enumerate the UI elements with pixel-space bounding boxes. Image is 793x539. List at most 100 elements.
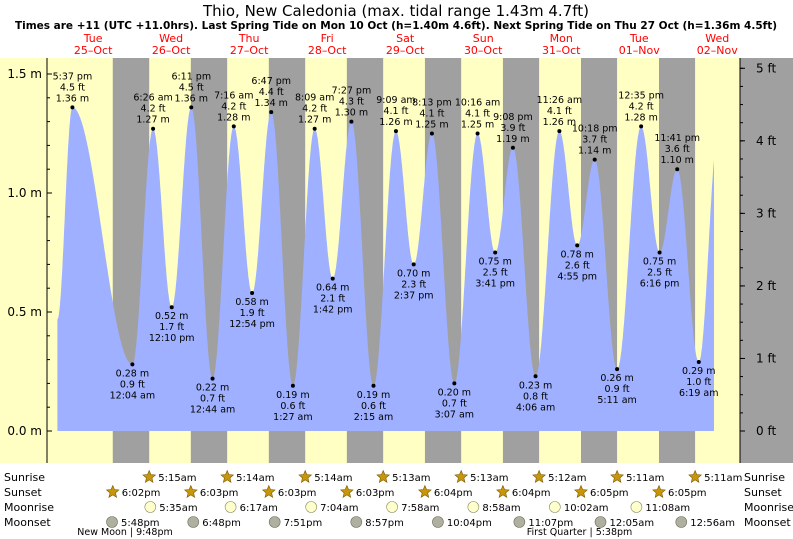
sunrise-time: 5:13am [392,473,430,484]
tide-point [452,381,457,386]
left-tick-label: 0.0 m [7,424,42,438]
sunset-star-icon [496,484,510,498]
sunset-star-icon [261,484,276,498]
tide-point [639,124,644,129]
sunset-time: 6:04pm [512,488,551,499]
tide-time: 12:54 pm [229,319,275,330]
tide-point [411,262,416,267]
sunrise-time: 5:15am [158,473,196,484]
moonset-icon [350,516,363,528]
sunset-row-label: Sunset [4,486,42,499]
tide-feet: 3.6 ft [665,144,690,155]
tide-point [151,126,156,131]
day-name: Thu [238,32,260,45]
sunset-time: 6:04pm [434,488,473,499]
tide-point [510,145,515,150]
tide-feet: 4.1 ft [547,106,572,117]
tide-meters: 1.14 m [578,146,611,157]
day-name: Wed [159,32,183,45]
right-tick-label: 0 ft [756,424,776,438]
tide-feet: 1.0 ft [686,377,711,388]
moonset-icon [594,516,607,528]
moonrise-time: 11:08am [645,503,690,514]
tide-feet: 0.9 ft [605,384,630,395]
tide-time: 7:16 am [214,90,253,101]
tide-point [330,276,335,281]
tide-time: 1:27 am [273,412,312,423]
tide-time: 12:10 pm [149,333,195,344]
moonrise-icon [144,501,157,513]
tide-meters: 0.75 m [478,257,511,268]
day-name: Mon [550,32,573,45]
sun-moon-rows: Sunrise Sunrise 5:15am 5:14am 5:14am 5:13am 5:… [4,469,793,538]
moonrise-time: 7:58am [401,503,439,514]
tide-feet: 0.7 ft [442,398,467,409]
tide-feet: 0.9 ft [120,379,145,390]
sunset-star-icon [652,484,666,498]
moonrise-time: 7:04am [320,503,358,514]
chart-subtitle: Times are +11 (UTC +11.0hrs). Last Sprin… [15,20,777,32]
tide-meters: 1.28 m [624,112,657,123]
tide-meters: 0.28 m [116,368,149,379]
tide-feet: 0.7 ft [200,394,225,405]
sunrise-star-icon [376,469,391,483]
tide-time: 11:26 am [537,95,582,106]
sunrise-star-icon [142,469,157,483]
sunrise-time: 5:11am [704,473,742,484]
tide-meters: 1.30 m [335,108,368,119]
moonset-icon [432,516,444,528]
tide-point [592,157,597,162]
left-tick-label: 1.5 m [7,67,42,81]
sunrise-star-icon [298,469,313,483]
tide-time: 11:41 pm [654,133,700,144]
tide-feet: 0.6 ft [361,401,386,412]
left-tick-label: 0.5 m [7,305,42,319]
day-date: 31–Oct [542,44,581,57]
day-date: 02–Nov [697,44,738,57]
tide-time: 8:13 pm [412,98,452,109]
tide-meters: 1.36 m [56,93,89,104]
moonrise-time: 10:02am [564,503,609,514]
tide-meters: 1.10 m [660,155,693,166]
sunset-star-icon [339,484,354,498]
sunset-row-label-right: Sunset [744,486,782,499]
sunrise-star-icon [610,469,625,483]
sunset-star-icon [417,484,432,498]
tide-point [657,250,662,255]
tide-feet: 3.7 ft [582,135,607,146]
tide-feet: 2.5 ft [483,268,508,279]
tide-feet: 1.9 ft [240,308,265,319]
tide-time: 6:11 pm [171,71,211,82]
tide-meters: 1.19 m [496,134,529,145]
tide-meters: 0.19 m [357,390,390,401]
moonset-row-label-right: Moonset [744,516,791,529]
tide-time: 12:04 am [110,390,155,401]
moonrise-icon [549,501,561,513]
tide-point [70,105,75,110]
tide-time: 3:07 am [435,409,474,420]
tide-meters: 0.64 m [316,283,349,294]
tide-meters: 0.75 m [643,257,676,268]
tide-point [575,243,580,248]
tide-point [349,119,354,124]
moonrise-icon [224,501,237,513]
tide-point [393,129,398,134]
sunrise-row-label: Sunrise [4,471,45,484]
sunrise-time: 5:14am [236,473,274,484]
tide-meters: 1.25 m [415,120,448,131]
moonrise-time: 6:17am [240,503,278,514]
tide-time: 5:37 pm [53,71,93,82]
tide-feet: 4.1 ft [383,106,408,117]
tide-meters: 0.22 m [196,383,229,394]
moonset-time: 6:48pm [202,518,241,529]
tide-meters: 1.36 m [175,93,208,104]
tide-feet: 4.5 ft [60,82,85,93]
moonset-time: 7:51pm [284,518,323,529]
tide-point [696,359,701,364]
right-tick-label: 3 ft [756,206,776,220]
tide-point [169,305,174,310]
tide-time: 12:44 am [190,405,235,416]
tide-meters: 1.27 m [136,115,169,126]
tide-feet: 0.6 ft [280,401,305,412]
left-gutter [0,58,47,463]
